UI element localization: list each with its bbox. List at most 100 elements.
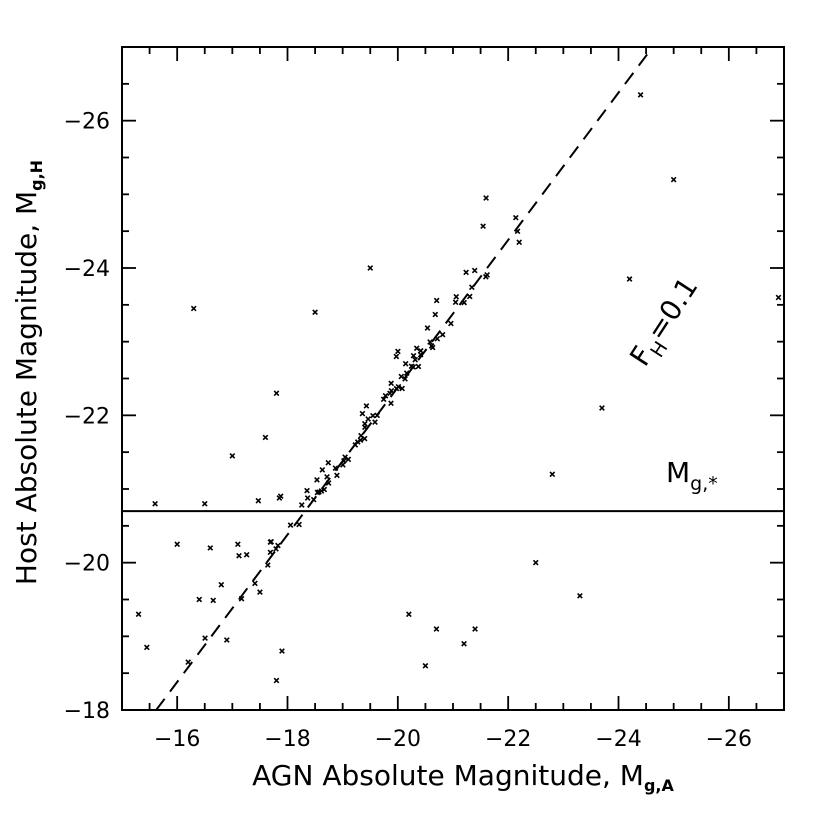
data-point	[402, 360, 409, 367]
m-star-subscript: g,*	[690, 473, 718, 495]
data-point	[275, 542, 281, 549]
data-point	[599, 405, 605, 411]
data-point	[393, 353, 400, 360]
data-point	[626, 276, 633, 282]
data-point	[234, 541, 241, 548]
data-point	[483, 195, 489, 201]
x-tick-label: −18	[264, 727, 310, 752]
data-point	[143, 644, 150, 651]
data-point	[276, 495, 283, 501]
data-point	[422, 662, 429, 669]
data-point	[670, 176, 677, 183]
data-point	[406, 611, 412, 618]
data-point	[174, 541, 181, 548]
data-point	[410, 352, 417, 359]
data-point	[370, 412, 376, 419]
plot-frame	[121, 46, 785, 711]
y-tick-label: −18	[64, 699, 110, 724]
fh-dashed-line	[155, 46, 654, 711]
data-point	[359, 410, 366, 417]
data-point	[210, 597, 217, 604]
data-point	[201, 500, 208, 507]
data-point	[361, 420, 368, 427]
x-axis-label-subscript: g,A	[644, 776, 675, 795]
data-points	[135, 92, 782, 684]
data-point	[262, 434, 269, 441]
data-point	[229, 452, 236, 459]
data-point	[296, 521, 302, 528]
data-point	[304, 495, 311, 501]
x-axis-title: AGN Absolute Magnitude, Mg,A	[252, 759, 674, 795]
data-point	[429, 344, 436, 351]
data-point	[255, 497, 262, 504]
data-point	[218, 581, 225, 588]
data-point	[463, 269, 469, 276]
data-point	[388, 380, 395, 387]
data-point	[273, 546, 279, 552]
data-point	[325, 459, 332, 466]
data-point	[318, 488, 325, 494]
x-tick-label: −16	[154, 727, 200, 752]
x-axis-label-text: AGN Absolute Magnitude,	[252, 759, 620, 792]
fh-label: FH=0.1	[623, 271, 709, 375]
x-tick-label: −22	[485, 727, 531, 752]
data-point	[358, 432, 364, 439]
data-point	[267, 539, 274, 545]
data-point	[532, 559, 539, 566]
data-point	[472, 626, 478, 632]
data-point	[471, 267, 478, 274]
data-point	[577, 592, 583, 599]
data-point	[399, 385, 405, 392]
x-axis-label-symbol: M	[620, 759, 644, 792]
data-point	[380, 396, 387, 403]
y-tick-label: −24	[64, 257, 110, 282]
data-point	[287, 522, 294, 528]
x-tick-label: −24	[595, 727, 641, 752]
data-point	[775, 294, 782, 301]
data-point	[382, 392, 389, 399]
data-point	[637, 92, 644, 98]
reference-lines	[122, 46, 784, 711]
data-point	[432, 311, 439, 318]
data-point	[433, 297, 440, 304]
data-point	[516, 239, 523, 246]
data-point	[413, 345, 420, 352]
data-point	[512, 214, 519, 221]
data-point	[304, 487, 310, 494]
y-tick-label: −22	[64, 404, 110, 429]
data-point	[190, 305, 197, 312]
tick-labels: −16 −18 −20 −22 −24 −26 −18 −20 −22 −24 −26	[64, 110, 752, 752]
data-point	[398, 373, 405, 380]
data-point	[365, 416, 372, 422]
data-point	[319, 466, 326, 473]
y-tick-label: −26	[64, 110, 110, 135]
data-point	[452, 299, 459, 306]
data-point	[453, 293, 460, 300]
data-point	[243, 551, 250, 558]
data-point	[395, 348, 401, 355]
x-tick-label: −20	[375, 727, 421, 752]
data-point	[357, 437, 364, 444]
data-point	[207, 545, 214, 551]
data-point	[461, 640, 467, 647]
data-point	[279, 648, 285, 654]
y-axis-label-symbol: M	[10, 191, 43, 215]
m-star-symbol: M	[666, 456, 690, 489]
data-point	[448, 320, 454, 327]
data-point	[334, 472, 340, 479]
data-point	[439, 331, 446, 338]
y-tick-label: −20	[64, 552, 110, 577]
data-point	[314, 476, 320, 483]
data-point	[388, 400, 394, 407]
fh-value: =0.1	[640, 271, 705, 346]
data-point	[257, 589, 263, 595]
data-point	[236, 552, 242, 559]
data-point	[345, 456, 352, 463]
x-tick-label: −26	[706, 727, 752, 752]
data-point	[312, 309, 318, 316]
data-point	[273, 677, 280, 684]
y-axis-label-text: Host Absolute Magnitude,	[10, 215, 43, 585]
data-point	[367, 265, 374, 271]
data-point	[273, 390, 280, 397]
